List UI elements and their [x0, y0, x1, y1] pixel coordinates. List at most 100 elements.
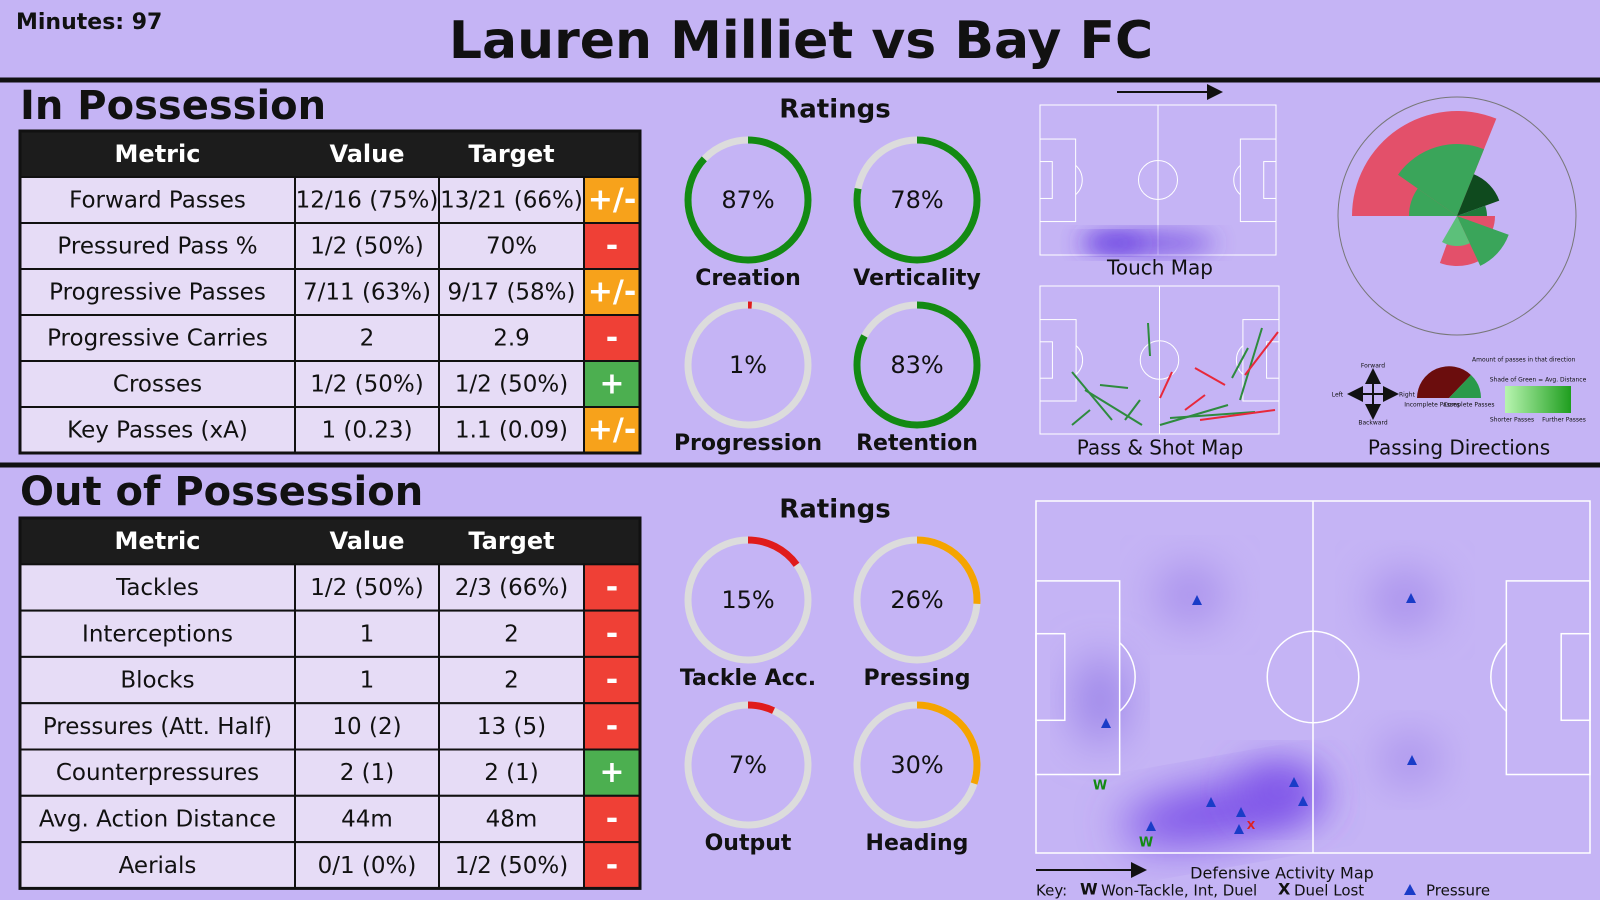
- cell-text: 9/17 (58%): [447, 280, 575, 306]
- cell-text: 44m: [341, 806, 393, 832]
- key-text: Duel Lost: [1294, 882, 1364, 900]
- gauge-label: Pressing: [863, 666, 970, 691]
- gauge-arc: [853, 536, 981, 664]
- pass: [1159, 371, 1173, 399]
- key-symbol: [1404, 884, 1416, 895]
- table-cell: [294, 609, 440, 658]
- centre-circle: [1139, 340, 1180, 380]
- rose-wedge: [1457, 205, 1487, 216]
- table-cell: [583, 406, 641, 454]
- cell-text: 1/2 (50%): [310, 575, 423, 601]
- section-title: In Possession: [20, 83, 326, 129]
- pass: [1124, 399, 1141, 421]
- heat: [1075, 655, 1125, 745]
- rating-symbol: -: [606, 709, 618, 744]
- cell-text: Interceptions: [82, 621, 233, 647]
- gauge-arc: [684, 136, 812, 264]
- gauge-label: Creation: [695, 266, 801, 291]
- cell-text: Crosses: [113, 372, 202, 398]
- pass: [1194, 367, 1226, 386]
- passing-rose: [1352, 110, 1509, 266]
- legend-text: Backward: [1358, 420, 1388, 427]
- touch-map: [1080, 234, 1216, 252]
- cell-text: Blocks: [120, 668, 194, 694]
- rating-symbol: -: [606, 801, 618, 836]
- table-cell: [438, 176, 585, 224]
- rating-symbol: -: [606, 616, 618, 651]
- table-cell: [438, 655, 585, 705]
- gauge-arc: [684, 536, 812, 664]
- legend-text: Complete Passes: [1444, 402, 1495, 409]
- gauge-arc: [684, 701, 812, 829]
- cell-text: Counterpressures: [56, 760, 259, 786]
- legend-text: Right: [1399, 392, 1415, 399]
- gauge-arc: [853, 701, 981, 829]
- column-header: Metric: [115, 140, 201, 168]
- column-header: Target: [468, 527, 554, 555]
- table-cell: [19, 268, 296, 316]
- table-cell: [583, 655, 641, 705]
- pass: [1099, 384, 1129, 389]
- cell-text: 1.1 (0.09): [455, 418, 568, 444]
- table-cell: [294, 176, 440, 224]
- column-header: Metric: [115, 527, 201, 555]
- title: Lauren Milliet vs Bay FC: [449, 11, 1153, 71]
- cell-text: 7/11 (63%): [303, 280, 431, 306]
- gauge-arc: [853, 301, 981, 429]
- cell-text: Progressive Passes: [49, 280, 266, 306]
- rose-legend: Forward Backward Left Right Amount of passes…: [1332, 357, 1587, 427]
- table-cell: [438, 748, 585, 797]
- pass-map: [1071, 322, 1279, 426]
- ratings-title: Ratings: [779, 95, 891, 125]
- table-cell: [438, 314, 585, 362]
- table-cell: [583, 748, 641, 797]
- cell-text: 1/2 (50%): [310, 234, 423, 260]
- pressure-marker: [1289, 777, 1299, 787]
- cell-text: 2: [360, 326, 375, 352]
- pressure-marker: [1101, 718, 1111, 728]
- cell-text: Pressures (Att. Half): [43, 714, 272, 740]
- section-title: Out of Possession: [20, 469, 423, 515]
- table-header: [20, 131, 640, 177]
- gauge-value: 26%: [890, 586, 943, 614]
- cell-text: 1: [360, 668, 375, 694]
- rating-symbol: +/-: [588, 413, 637, 448]
- penalty-arc: [1235, 345, 1244, 375]
- rating-symbol: +/-: [588, 183, 637, 218]
- rose-wedge: [1457, 216, 1509, 266]
- table-cell: [294, 794, 440, 844]
- cell-text: 13/21 (66%): [440, 188, 583, 214]
- heat: [1240, 765, 1320, 815]
- cell-text: 1/2 (50%): [310, 372, 423, 398]
- pressure-marker: [1146, 821, 1156, 831]
- cell-text: 2/3 (66%): [455, 575, 568, 601]
- legend-wedge: [1449, 375, 1481, 398]
- legend-gradient: [1505, 386, 1571, 413]
- key-text: Won-Tackle, Int, Duel: [1101, 882, 1257, 900]
- cell-text: 13 (5): [477, 714, 546, 740]
- pass: [1244, 331, 1279, 376]
- cell-text: 48m: [486, 806, 538, 832]
- pass: [1169, 411, 1256, 419]
- gauge-label: Output: [705, 831, 792, 856]
- rose-wedge: [1442, 216, 1470, 246]
- pitch: [1039, 285, 1280, 435]
- column-header: Value: [329, 527, 404, 555]
- pressure-marker: [1298, 796, 1308, 806]
- key-text: Pressure: [1426, 882, 1490, 900]
- pitch: [1035, 500, 1591, 854]
- penalty-arc: [1075, 165, 1083, 195]
- gauge-value: 7%: [729, 751, 767, 779]
- gauge-arc: [853, 136, 981, 264]
- pass: [1159, 404, 1229, 426]
- cell-text: Tackles: [115, 575, 199, 601]
- gauge-value: 1%: [729, 351, 767, 379]
- cell-text: 70%: [486, 234, 537, 260]
- table-cell: [294, 655, 440, 705]
- gauge-label: Tackle Acc.: [680, 666, 816, 691]
- table-cell: [438, 222, 585, 270]
- pass: [1071, 371, 1113, 421]
- pass: [1147, 322, 1151, 357]
- legend-text: Further Passes: [1542, 417, 1586, 424]
- table-border: [18, 516, 642, 890]
